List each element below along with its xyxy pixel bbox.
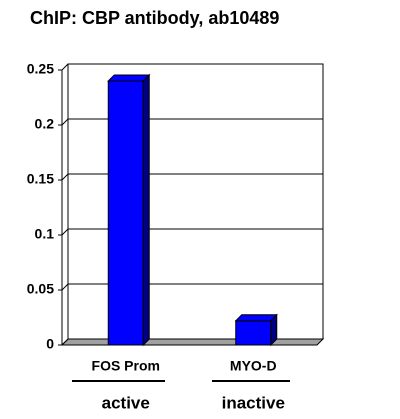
bar-top: [234, 314, 278, 322]
y-tick-label: 0.1: [35, 226, 55, 242]
bar-top: [107, 74, 151, 82]
group-label: inactive: [222, 393, 285, 412]
x-tick-label: MYO-D: [230, 358, 277, 374]
grid-line: [61, 283, 69, 291]
grid-line: [61, 118, 69, 126]
bar: [107, 80, 144, 346]
bar-side: [270, 313, 278, 347]
y-tick-label: 0: [46, 336, 54, 352]
bar: [235, 320, 272, 346]
bar-side: [142, 73, 150, 347]
y-tick-label: 0.2: [35, 116, 55, 132]
chart-title: ChIP: CBP antibody, ab10489: [30, 8, 279, 28]
grid-line: [61, 173, 69, 181]
y-tick-label: 0.05: [27, 281, 54, 297]
group-label: active: [102, 393, 150, 412]
grid-line: [61, 63, 69, 71]
y-tick-label: 0.25: [27, 61, 54, 77]
floor: [60, 338, 325, 346]
grid-line: [61, 338, 69, 346]
y-tick-label: 0.15: [27, 171, 54, 187]
back-wall: [67, 63, 324, 340]
grid-line: [61, 228, 69, 236]
x-tick-label: FOS Prom: [92, 358, 160, 374]
